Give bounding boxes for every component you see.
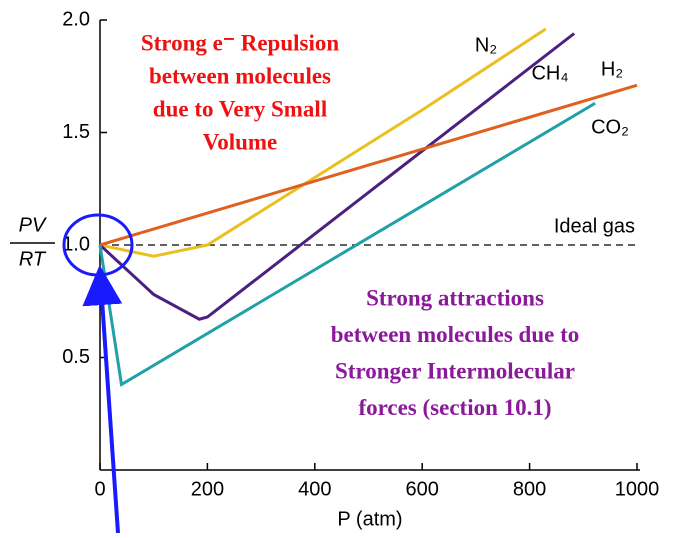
y-tick-label: 2.0 (62, 8, 90, 30)
x-label: P (atm) (337, 508, 402, 530)
series-line (99, 83, 638, 247)
annotation: between molecules due to (331, 322, 580, 347)
annotation: between molecules (149, 63, 331, 88)
reference-label: Ideal gas (554, 215, 635, 237)
annotation: forces (section 10.1) (358, 395, 551, 420)
series-line (98, 32, 576, 321)
series-label: CO₂ (591, 116, 629, 138)
series-label: H₂ (601, 58, 623, 80)
y-tick-label: 0.5 (62, 346, 90, 368)
x-tick-label: 600 (406, 478, 439, 500)
annotation: Stronger Intermolecular (335, 358, 575, 383)
x-tick-label: 400 (298, 478, 331, 500)
x-tick-label: 200 (191, 478, 224, 500)
y-label-numerator: PV (19, 214, 47, 236)
series-line (99, 27, 547, 258)
annotation: Strong e⁻ Repulsion (141, 30, 340, 55)
arrow (82, 265, 123, 534)
y-label-denominator: RT (19, 248, 47, 270)
series-label: CH₄ (531, 62, 568, 84)
x-tick-label: 0 (94, 478, 105, 500)
annotation: due to Very Small (153, 96, 327, 121)
annotation: Strong attractions (366, 285, 544, 310)
y-tick-label: 1.5 (62, 121, 90, 143)
annotation: Volume (203, 129, 278, 154)
x-tick-label: 1000 (615, 478, 660, 500)
y-tick-label: 1.0 (62, 233, 90, 255)
x-tick-label: 800 (513, 478, 546, 500)
series-label: N₂ (475, 34, 497, 56)
